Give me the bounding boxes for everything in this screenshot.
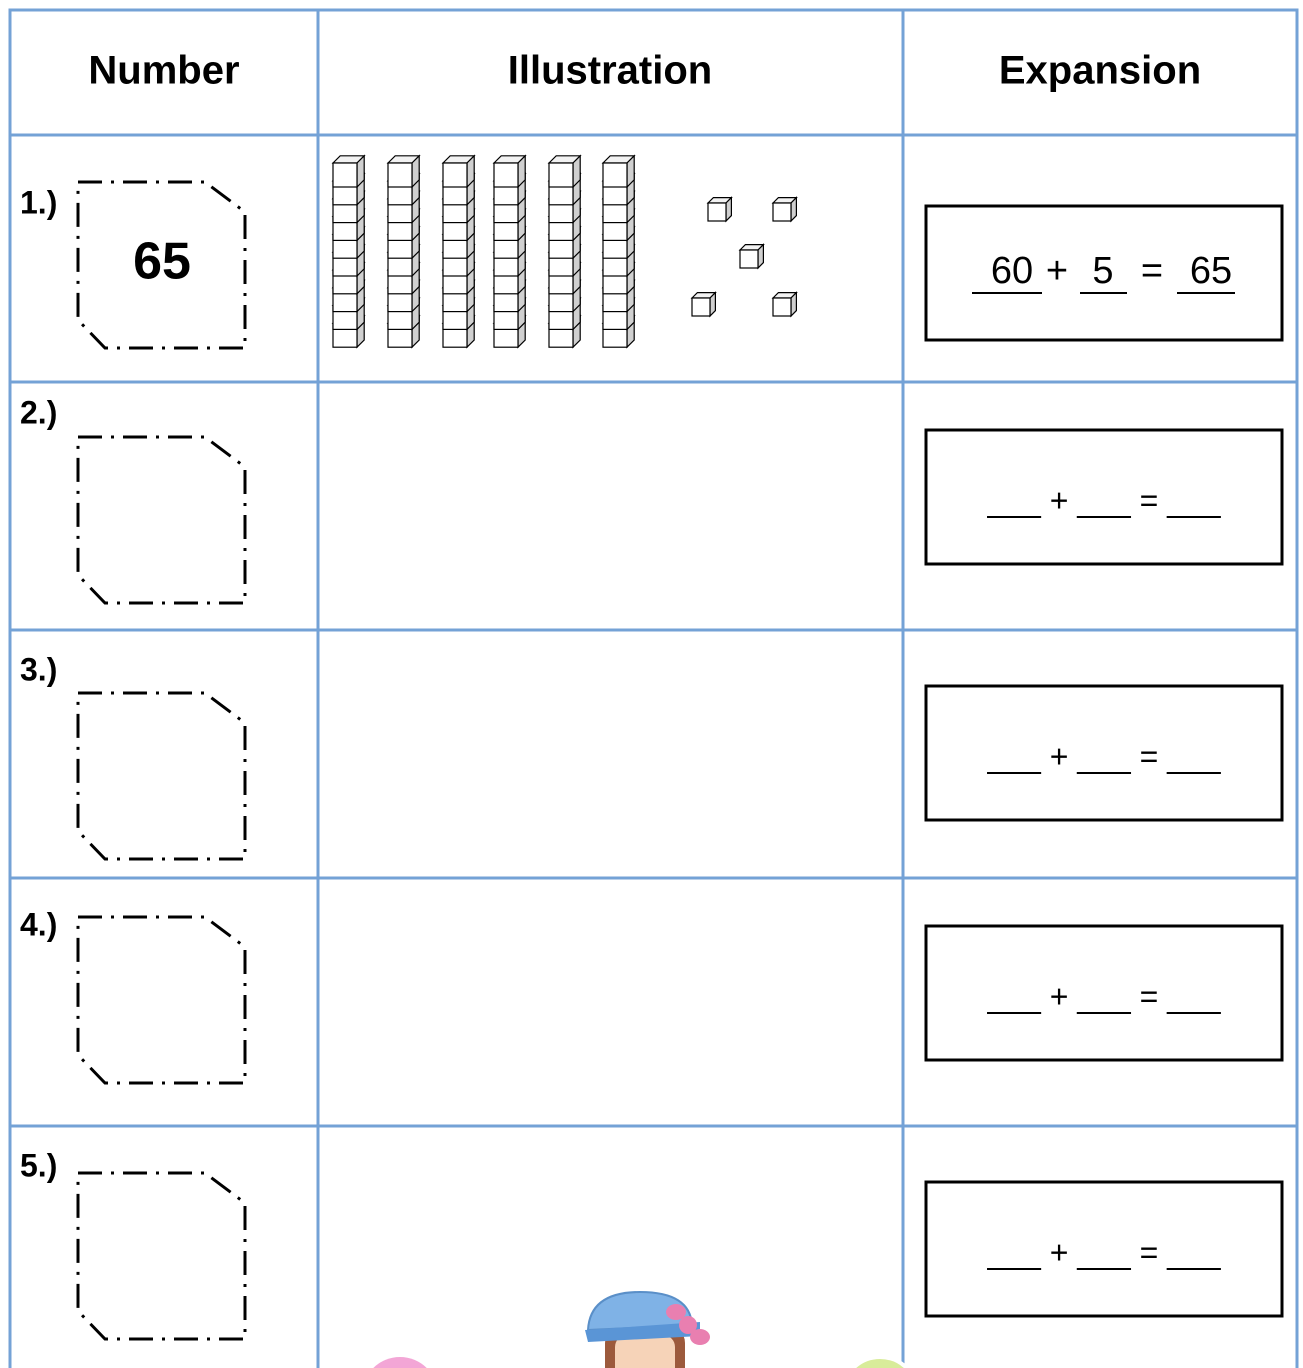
cube-front (707, 202, 727, 222)
expansion-total: 65 (1190, 250, 1232, 292)
expansion-box (924, 924, 1284, 1062)
cube-front (493, 162, 519, 188)
table-grid (8, 8, 1299, 1368)
number: 65 (133, 233, 191, 291)
expansion-tens: 60 (991, 250, 1033, 292)
expansion-ones: 5 (1092, 250, 1113, 292)
row-label: 4.) (20, 906, 57, 942)
cube-front (772, 297, 792, 317)
row-label: 2.) (20, 394, 57, 430)
table-border (8, 8, 1299, 1368)
cube-front (548, 162, 574, 188)
number-box (76, 1171, 247, 1341)
expansion-box (924, 684, 1284, 822)
cartoon (373, 1290, 910, 1368)
expansion-plus: + (1046, 250, 1068, 292)
base-ten-blocks (331, 154, 798, 349)
expansion-box (924, 428, 1284, 566)
cube-front (691, 297, 711, 317)
expansion-blank: ___ + ___ = ___ (986, 482, 1221, 518)
bow (679, 1316, 697, 1334)
bow (666, 1304, 686, 1320)
number-box (76, 435, 247, 605)
decor-ball (850, 1355, 910, 1368)
number-box (76, 691, 247, 861)
expansion-blank: ___ + ___ = ___ (986, 978, 1221, 1014)
row-label: 3.) (20, 651, 57, 687)
decor-ball (373, 1357, 427, 1368)
cube-front (442, 162, 468, 188)
bow (690, 1329, 710, 1345)
expansion-box (924, 204, 1284, 342)
expansion-equals: = (1141, 250, 1163, 292)
row-label: 1.) (20, 184, 57, 220)
face (615, 1335, 675, 1368)
expansion-blank: ___ + ___ = ___ (986, 1234, 1221, 1270)
cube-front (739, 249, 759, 269)
expansion-blank: ___ + ___ = ___ (986, 738, 1221, 774)
cube-front (387, 162, 413, 188)
hat (586, 1290, 694, 1332)
expansion-box (924, 1180, 1284, 1318)
number-box (76, 915, 247, 1085)
cube-front (772, 202, 792, 222)
column-header: Number (88, 49, 239, 93)
column-header: Illustration (508, 49, 712, 93)
cube-front (602, 162, 628, 188)
row-label: 5.) (20, 1147, 57, 1183)
hat-brim (585, 1322, 700, 1342)
column-header: Expansion (999, 49, 1201, 93)
cube-front (332, 162, 358, 188)
